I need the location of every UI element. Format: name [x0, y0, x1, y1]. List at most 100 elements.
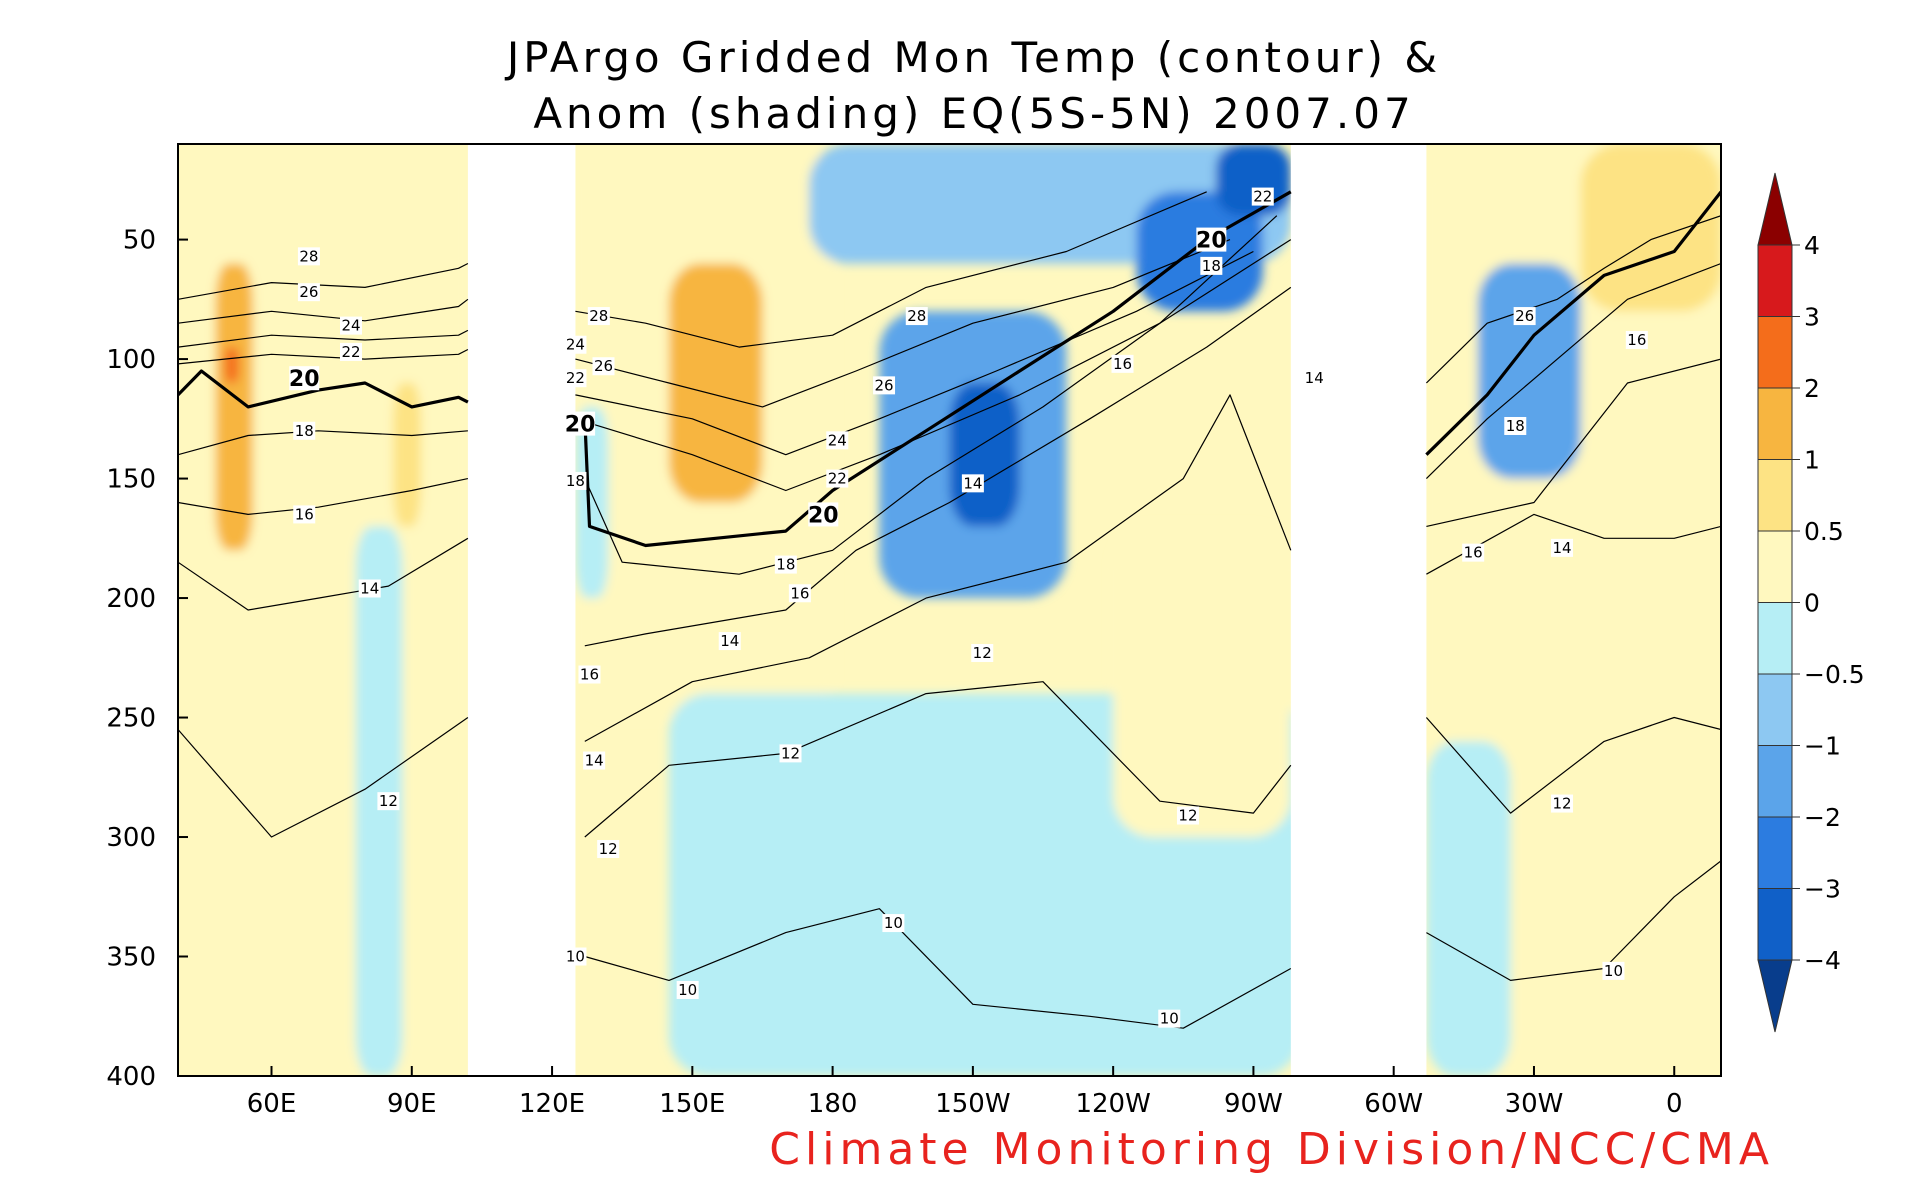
contour-label: 12: [1552, 795, 1571, 813]
contour-line-28: [575, 191, 1207, 348]
colorbar-label: 4: [1804, 231, 1820, 260]
anomaly-region: [178, 741, 468, 1076]
colorbar-label: 1: [1804, 446, 1820, 475]
colorbar-label: −1: [1804, 732, 1841, 761]
contour-label: 22: [341, 343, 360, 361]
contour-label-bg: [1303, 369, 1326, 388]
x-tick-label: 30W: [1505, 1089, 1564, 1119]
contour-label-bg: [1504, 416, 1527, 435]
contour-line-14: [584, 394, 1292, 742]
contour-label-bg: [1196, 227, 1227, 252]
contour-label: 12: [781, 744, 800, 762]
x-tick-label: 180: [808, 1089, 858, 1119]
contour-label-bg: [564, 369, 587, 388]
contour-label-bg: [718, 632, 741, 651]
contour-label-bg: [882, 914, 905, 933]
contour-label-bg: [565, 411, 596, 436]
colorbar-segment: [1757, 530, 1793, 603]
contour-line-24: [178, 329, 469, 348]
chart-title-line-1: JPArgo Gridded Mon Temp (contour) &: [504, 33, 1441, 82]
contour-line-16: [584, 286, 1292, 647]
colorbar-legend: 4 3 2 1 0.5 0 −0.5 −1 −2 −3 −4: [1757, 172, 1865, 1033]
contour-label-bg: [293, 421, 316, 440]
contour-label: 12: [379, 792, 398, 810]
colorbar-segment: [1757, 745, 1793, 818]
contour-label: 24: [828, 431, 847, 449]
colorbar-label: −0.5: [1804, 660, 1865, 689]
contour-label-bg: [1111, 354, 1134, 373]
contour-label-bg: [1462, 543, 1485, 562]
contour-label: 20: [289, 367, 320, 392]
contour-label-bg: [788, 584, 811, 603]
contour-label: 20: [1196, 229, 1227, 254]
contour-label-bg: [293, 505, 316, 524]
contour-line-18: [178, 430, 468, 456]
contour-line-26: [178, 298, 469, 324]
chart-title-line-2: Anom (shading) EQ(5S-5N) 2007.07: [533, 89, 1414, 138]
x-tick-label: 60W: [1364, 1089, 1423, 1119]
contour-label: 12: [1178, 807, 1197, 825]
contour-line-26: [575, 239, 1231, 408]
colorbar-label: 0.5: [1804, 517, 1844, 546]
contour-label-bg: [1551, 794, 1574, 813]
chart-title: JPArgo Gridded Mon Temp (contour) & Anom…: [504, 33, 1441, 138]
colorbar-segment: [1757, 673, 1793, 746]
contour-label-bg: [961, 474, 984, 493]
contour-label: 24: [341, 317, 360, 335]
x-tick-label: 90E: [387, 1089, 437, 1119]
contour-label-bg: [564, 471, 587, 490]
contour-label-bg: [583, 751, 606, 770]
colorbar-top-arrow: [1757, 172, 1793, 246]
colorbar-bottom-arrow: [1757, 959, 1793, 1033]
contour-line-24: [575, 250, 1254, 456]
contour-label-bg: [592, 357, 615, 376]
anomaly-region: [1113, 526, 1291, 838]
colorbar-label: 0: [1804, 589, 1820, 618]
colorbar-segment: [1757, 244, 1793, 317]
y-tick-label: 200: [106, 584, 156, 614]
contour-label: 10: [884, 914, 903, 932]
x-tick-label: 120W: [1075, 1089, 1150, 1119]
contour-label: 10: [1160, 1010, 1179, 1028]
contour-label-bg: [587, 307, 610, 326]
contour-line-12: [584, 681, 1292, 838]
contour-label-bg: [578, 665, 601, 684]
colorbar-segment: [1757, 459, 1793, 532]
colorbar-label: 3: [1804, 303, 1820, 332]
contour-label: 10: [566, 948, 585, 966]
contour-line-28: [178, 262, 469, 300]
contour-label-bg: [289, 366, 320, 391]
y-tick-label: 150: [106, 465, 156, 495]
colorbar-segment: [1757, 602, 1793, 675]
plot-area: 2826242220181614122824222620182826242220…: [178, 144, 1721, 1076]
contour-label: 26: [874, 376, 893, 394]
plot-frame: [177, 143, 1722, 1077]
contour-label: 20: [808, 503, 839, 528]
contour-label: 12: [973, 644, 992, 662]
contour-label-bg: [779, 744, 802, 763]
contour-line-20: [583, 190, 1292, 548]
contour-label: 22: [1253, 188, 1272, 206]
contour-label-bg: [297, 283, 320, 302]
contour-line-20: [178, 369, 469, 409]
contour-label-bg: [826, 469, 849, 488]
contour-label: 16: [1464, 544, 1483, 562]
contour-label-bg: [873, 376, 896, 395]
contour-label: 18: [1506, 417, 1525, 435]
contour-label: 20: [565, 413, 596, 438]
contour-label-bg: [564, 335, 587, 354]
contour-label: 28: [589, 307, 608, 325]
contour-line-14: [1426, 513, 1721, 575]
contour-label: 10: [1604, 962, 1623, 980]
contour-line-12: [1425, 716, 1721, 814]
contour-label-bg: [597, 839, 620, 858]
contour-label-bg: [1200, 256, 1223, 275]
y-tick-label: 300: [106, 823, 156, 853]
contour-label-bg: [1176, 806, 1199, 825]
contour-label-bg: [1602, 961, 1625, 980]
y-tick-label: 50: [123, 226, 156, 256]
anomaly-region: [1477, 263, 1581, 479]
anomaly-region: [575, 406, 609, 599]
contour-label-bg: [297, 247, 320, 266]
